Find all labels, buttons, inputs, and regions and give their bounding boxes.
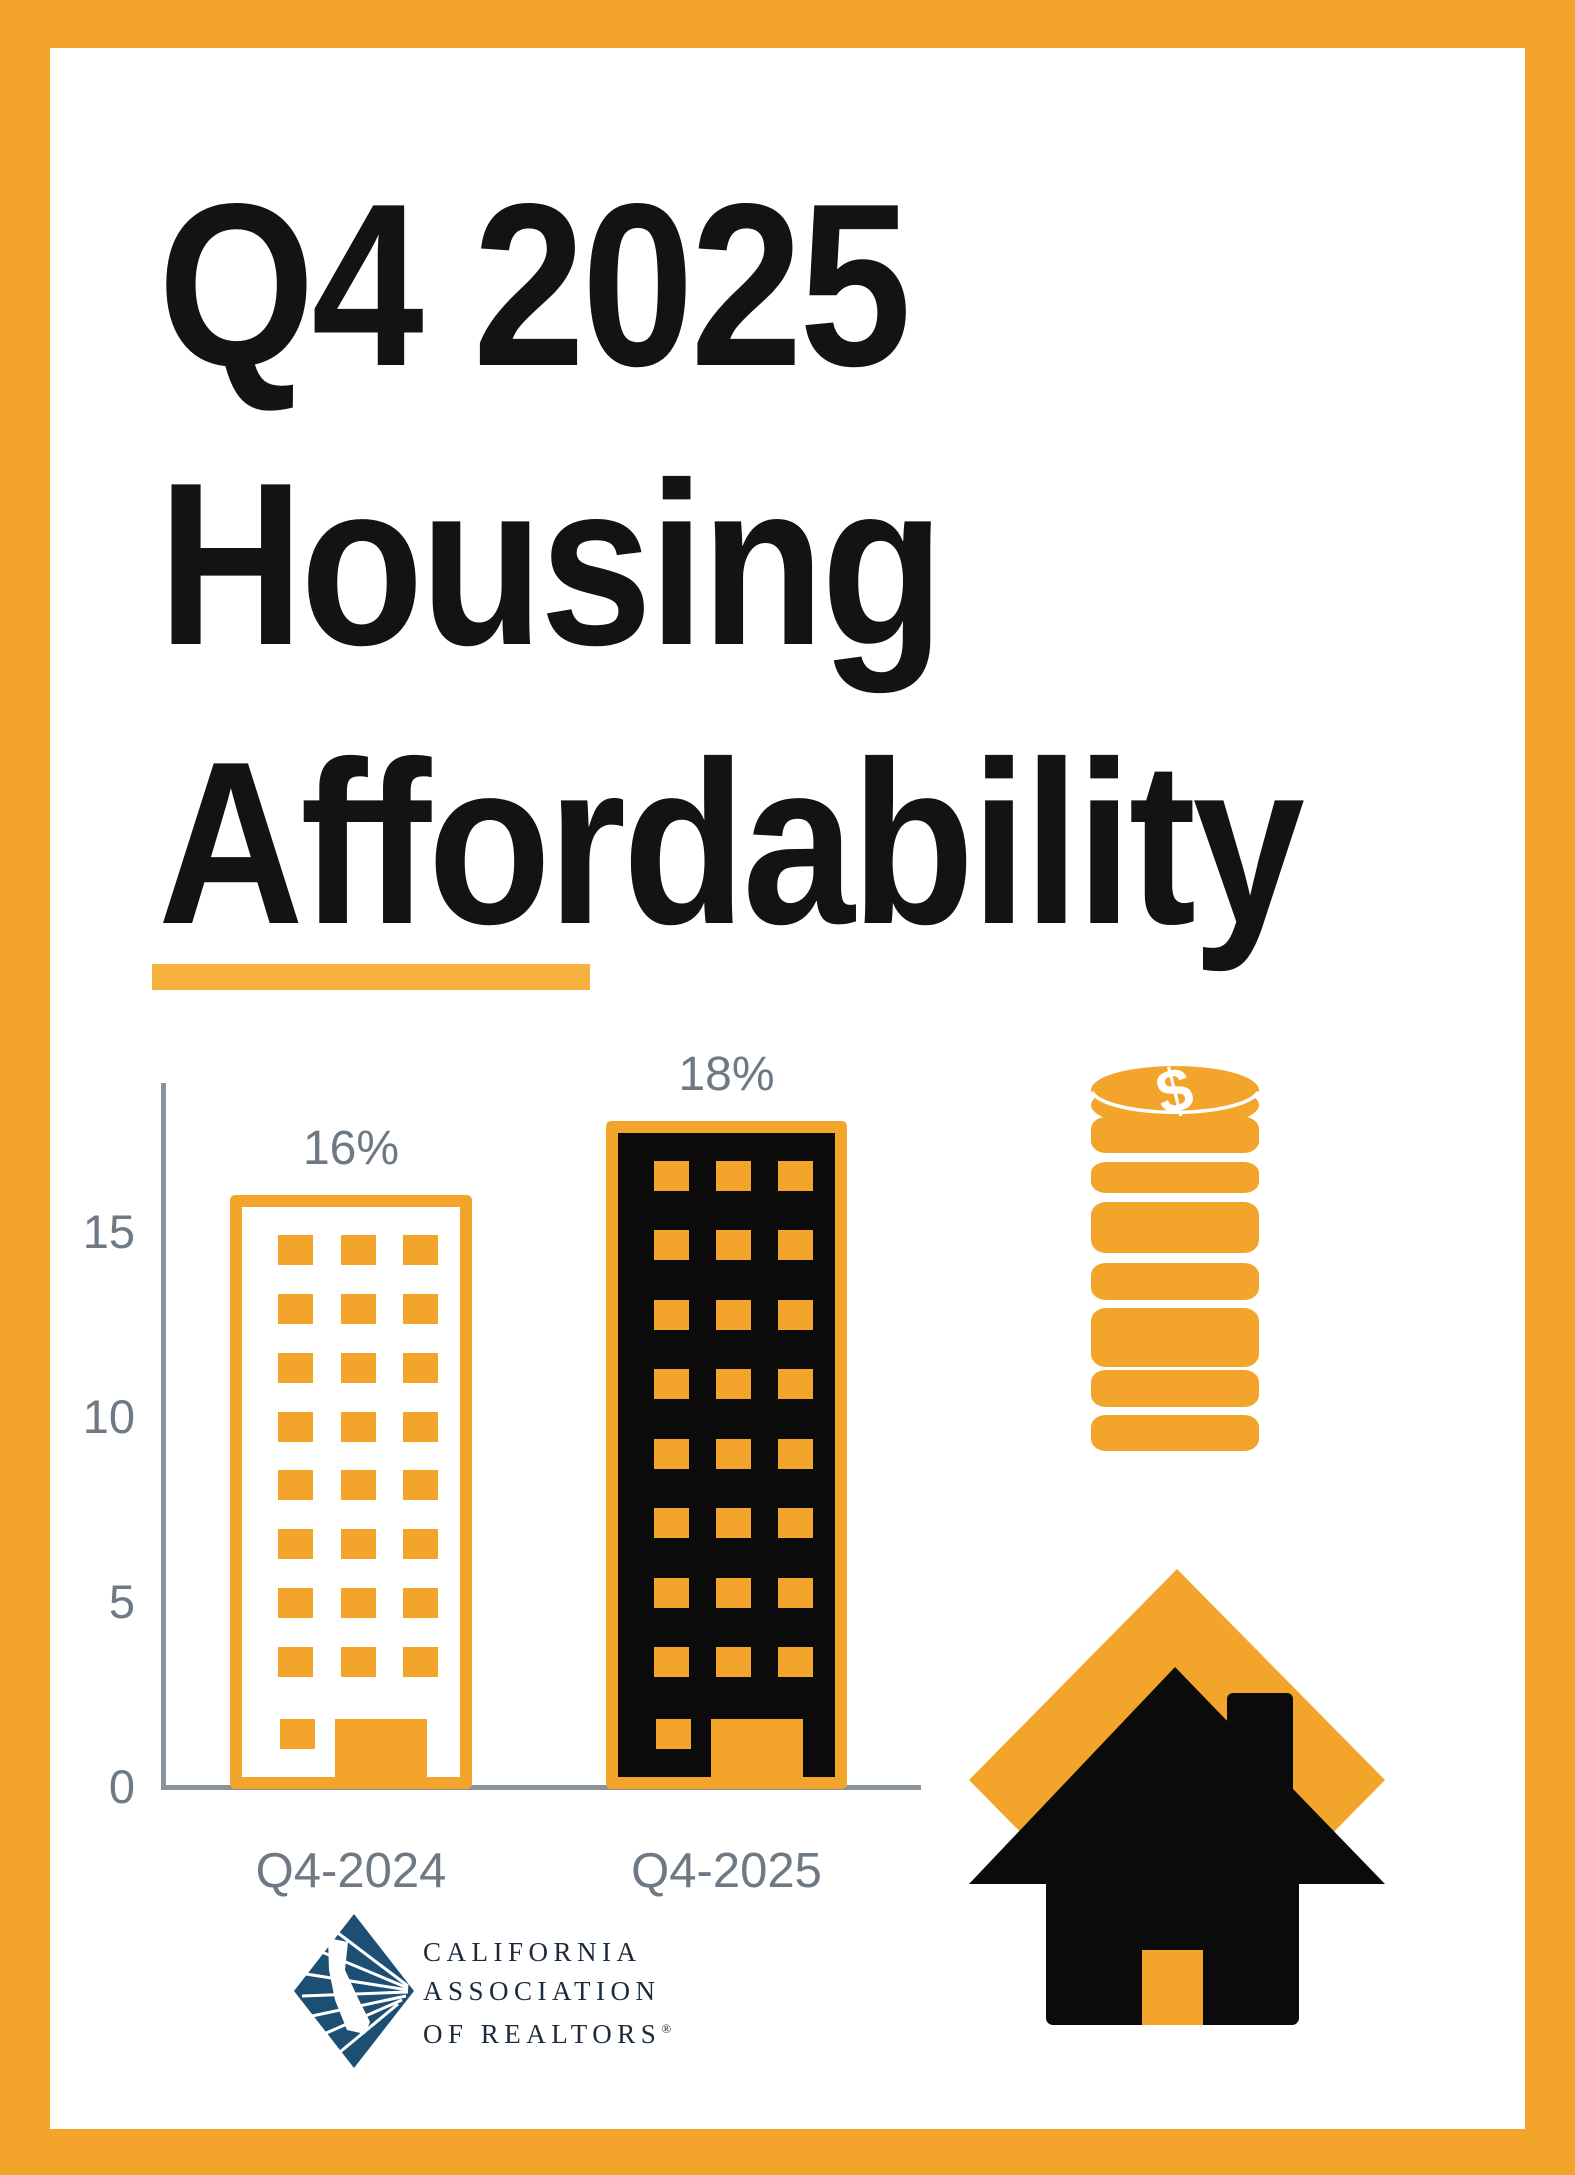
building-window <box>716 1646 751 1677</box>
title-line-1: Q4 2025 <box>158 156 911 415</box>
building-window <box>280 1719 315 1749</box>
building-window <box>403 1293 438 1324</box>
building-window <box>278 1352 313 1383</box>
building-window <box>340 1352 376 1383</box>
building-window <box>403 1352 438 1383</box>
coin-slab <box>1091 1202 1259 1253</box>
building-window <box>278 1470 313 1501</box>
building-window <box>340 1411 376 1442</box>
x-axis-label: Q4-2025 <box>631 1844 822 1898</box>
building-window <box>778 1299 813 1330</box>
building-window <box>654 1161 689 1191</box>
coin-stack-icon: $ <box>1090 1063 1260 1451</box>
building-window <box>278 1588 313 1619</box>
building-window <box>654 1230 689 1261</box>
y-axis-tick-label: 0 <box>108 1760 135 1813</box>
building-window <box>778 1438 813 1469</box>
title-line-2: Housing <box>158 435 944 694</box>
logo-text: CALIFORNIA ASSOCIATION OF REALTORS® <box>423 1933 671 2054</box>
y-axis-tick-label: 15 <box>82 1205 135 1258</box>
building-window <box>340 1529 376 1560</box>
bar-value-label: 18% <box>678 1048 775 1101</box>
building-window <box>278 1411 313 1442</box>
building-window <box>656 1719 691 1749</box>
coin-slab <box>1091 1117 1259 1153</box>
coin-slab <box>1091 1370 1259 1407</box>
y-axis-line <box>161 1083 166 1790</box>
building-window <box>778 1508 813 1539</box>
building-window <box>654 1438 689 1469</box>
building-window <box>403 1529 438 1560</box>
building-window <box>403 1646 438 1677</box>
house-icon <box>969 1569 1385 2025</box>
x-axis-label: Q4-2024 <box>255 1844 447 1898</box>
building-door <box>335 1719 427 1789</box>
building-window <box>278 1529 313 1560</box>
building-window <box>654 1369 689 1400</box>
building-window <box>654 1299 689 1330</box>
building-window <box>778 1369 813 1400</box>
building-ground-floor <box>278 1677 438 1789</box>
building-window <box>716 1230 751 1261</box>
building-window <box>403 1588 438 1619</box>
coin-slab <box>1091 1263 1259 1300</box>
house-chimney <box>1227 1693 1293 1833</box>
building-window <box>778 1230 813 1261</box>
building-window <box>403 1411 438 1442</box>
building-window <box>340 1588 376 1619</box>
bar-building-Q4-2024 <box>230 1195 472 1789</box>
building-window <box>278 1235 313 1265</box>
building-window <box>403 1470 438 1501</box>
building-window <box>340 1470 376 1501</box>
logo-line-2: ASSOCIATION <box>423 1975 661 2006</box>
building-window <box>340 1293 376 1324</box>
building-floors <box>278 1235 438 1677</box>
building-window <box>340 1646 376 1677</box>
building-window <box>654 1646 689 1677</box>
x-axis-line <box>161 1785 921 1790</box>
building-window <box>716 1161 751 1191</box>
building-window <box>340 1235 376 1265</box>
registered-trademark: ® <box>661 2021 672 2036</box>
building-window <box>778 1646 813 1677</box>
building-window <box>716 1508 751 1539</box>
coin-slab <box>1091 1308 1259 1367</box>
y-axis-tick-label: 5 <box>108 1575 135 1628</box>
page-title: Q4 2025 Housing Affordability <box>158 146 1305 983</box>
building-door <box>711 1719 803 1789</box>
title-underline <box>152 964 590 990</box>
bar-building-Q4-2025 <box>606 1121 847 1789</box>
coin-slab <box>1091 1162 1259 1193</box>
building-floors <box>654 1161 813 1677</box>
coin-face <box>1091 1066 1259 1114</box>
building-window <box>403 1235 438 1265</box>
building-window <box>778 1161 813 1191</box>
building-window <box>716 1577 751 1608</box>
building-window <box>716 1299 751 1330</box>
building-window <box>278 1646 313 1677</box>
logo-california-shape <box>328 1938 370 2034</box>
title-line-3: Affordability <box>158 714 1305 973</box>
building-ground-floor <box>654 1677 813 1789</box>
coin-rim-line <box>1090 1091 1260 1115</box>
building-window <box>278 1293 313 1324</box>
logo-line-3: OF REALTORS® <box>423 2019 672 2049</box>
building-window <box>654 1508 689 1539</box>
building-window <box>654 1577 689 1608</box>
house-door <box>1142 1950 1203 2025</box>
bar-value-label: 16% <box>302 1122 400 1175</box>
coin-slab <box>1091 1415 1259 1451</box>
building-window <box>716 1369 751 1400</box>
y-axis-tick-label: 10 <box>82 1390 135 1443</box>
logo-line-1: CALIFORNIA <box>423 1937 642 1967</box>
building-window <box>716 1438 751 1469</box>
building-window <box>778 1577 813 1608</box>
logo-mark-icon <box>294 1914 414 2068</box>
